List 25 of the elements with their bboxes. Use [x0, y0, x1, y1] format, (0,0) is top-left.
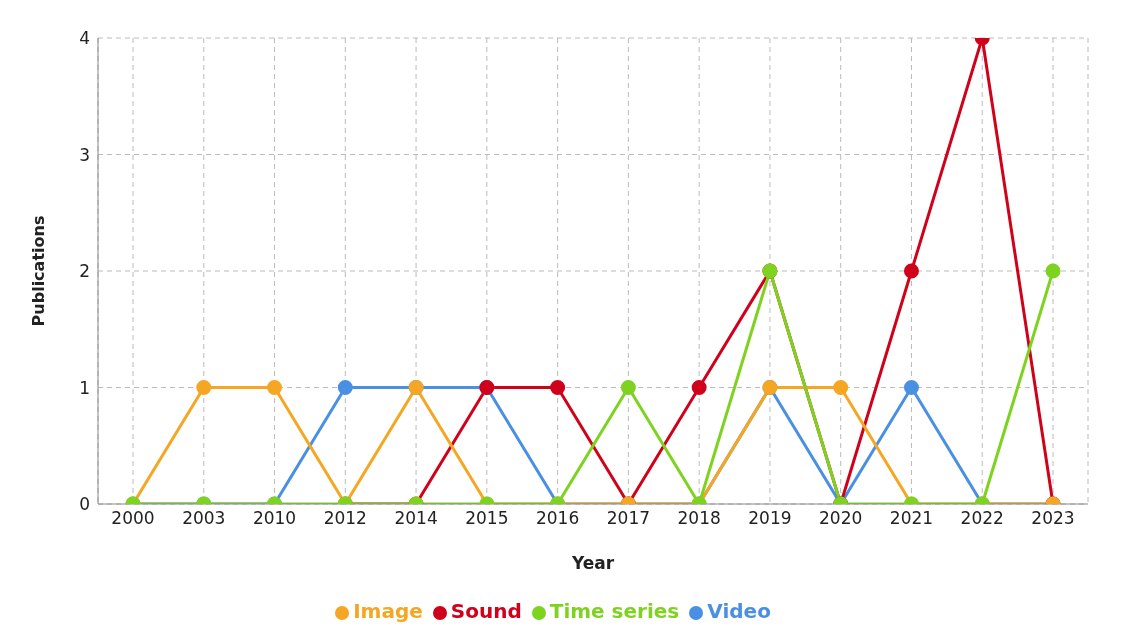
- x-tick-label: 2019: [748, 508, 792, 529]
- x-tick-label: 2014: [394, 508, 438, 529]
- x-tick-label: 2022: [960, 508, 1004, 529]
- x-tick-label: 2012: [323, 508, 367, 529]
- legend-label: Sound: [450, 599, 522, 623]
- x-tick-label: 2000: [111, 508, 155, 529]
- x-tick-label: 2017: [606, 508, 651, 529]
- y-tick-label: 0: [79, 494, 90, 515]
- x-tick-label: 2010: [252, 508, 297, 529]
- y-tick-label: 2: [79, 261, 90, 282]
- legend-label: Time series: [549, 599, 680, 623]
- x-tick-label: 2016: [535, 508, 580, 529]
- y-tick-label: 4: [79, 28, 90, 49]
- y-axis-title: Publications: [28, 215, 48, 327]
- legend-label: Video: [707, 599, 771, 623]
- x-axis-title: Year: [570, 553, 615, 573]
- x-tick-label: 2023: [1031, 508, 1075, 529]
- x-tick-label: 2021: [889, 508, 934, 529]
- y-tick-label: 3: [79, 144, 90, 165]
- x-tick-label: 2018: [677, 508, 721, 529]
- x-tick-label: 2003: [182, 508, 226, 529]
- x-tick-label: 2015: [465, 508, 509, 529]
- y-tick-label: 1: [79, 377, 90, 398]
- x-tick-label: 2020: [819, 508, 863, 529]
- legend-label: Image: [353, 599, 423, 623]
